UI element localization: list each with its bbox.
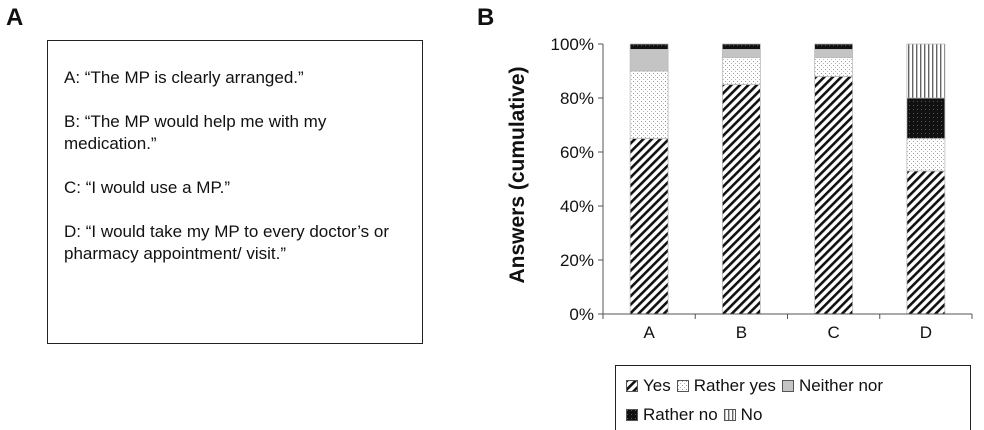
stacked-bar-chart: Answers (cumulative) 0%20%40%60%80%100% … [506, 35, 973, 342]
bar-c-rather-yes [814, 57, 854, 77]
statement-d: D: “I would take my MP to every doctor’s… [64, 222, 390, 263]
y-tick-label: 0% [569, 305, 594, 324]
bar-d-rather-no [906, 97, 946, 139]
bar-b-rather-no [721, 43, 761, 50]
x-tick-label: A [643, 323, 655, 342]
bar-b-neither-nor [721, 49, 761, 58]
x-tick-label: D [920, 323, 932, 342]
bar-a-rather-yes [629, 70, 669, 139]
legend-swatch [626, 409, 638, 421]
panel-a-label: A [6, 4, 24, 31]
statement-a: A: “The MP is clearly arranged.” [64, 68, 304, 87]
legend-swatch [676, 380, 689, 392]
panel-b-label: B [477, 4, 495, 31]
legend-swatch [723, 409, 736, 421]
y-tick-label: 100% [551, 35, 594, 54]
legend-item-yes: Yes [626, 372, 671, 400]
chart-legend: Yes Rather yes Neither nor Rather no No [615, 365, 971, 430]
statement-c: C: “I would use a MP.” [64, 178, 230, 197]
legend-label: Rather no [643, 405, 718, 424]
bar-b-rather-yes [721, 57, 761, 85]
bar-d-no [906, 43, 946, 99]
bar-c-neither-nor [814, 49, 854, 58]
legend-item-no: No [723, 401, 763, 429]
legend-item-neither-nor: Neither nor [781, 372, 884, 400]
statements-box: A: “The MP is clearly arranged.” B: “The… [47, 40, 423, 344]
x-tick-label: B [736, 323, 747, 342]
bar-b-yes [721, 84, 761, 315]
y-tick-label: 40% [560, 197, 594, 216]
bar-c-yes [814, 76, 854, 315]
y-tick-label: 20% [560, 251, 594, 270]
bar-d-rather-yes [906, 138, 946, 172]
x-tick-label: C [827, 323, 839, 342]
legend-item-rather-no: Rather no [626, 401, 718, 429]
y-tick-label: 60% [560, 143, 594, 162]
legend-swatch [626, 380, 638, 392]
legend-label: No [740, 405, 763, 424]
y-tick-label: 80% [560, 89, 594, 108]
y-axis-label: Answers (cumulative) [506, 66, 529, 283]
bar-a-neither-nor [629, 49, 669, 72]
legend-label: Neither nor [798, 376, 884, 395]
bar-c-rather-no [814, 43, 854, 50]
legend-item-rather-yes: Rather yes [676, 372, 776, 400]
bar-a-yes [629, 138, 669, 315]
bar-a-rather-no [629, 43, 669, 50]
legend-label: Yes [643, 376, 671, 395]
legend-swatch [781, 380, 794, 392]
statement-b: B: “The MP would help me with my medicat… [64, 112, 327, 153]
legend-label: Rather yes [693, 376, 776, 395]
bar-d-yes [906, 170, 946, 315]
